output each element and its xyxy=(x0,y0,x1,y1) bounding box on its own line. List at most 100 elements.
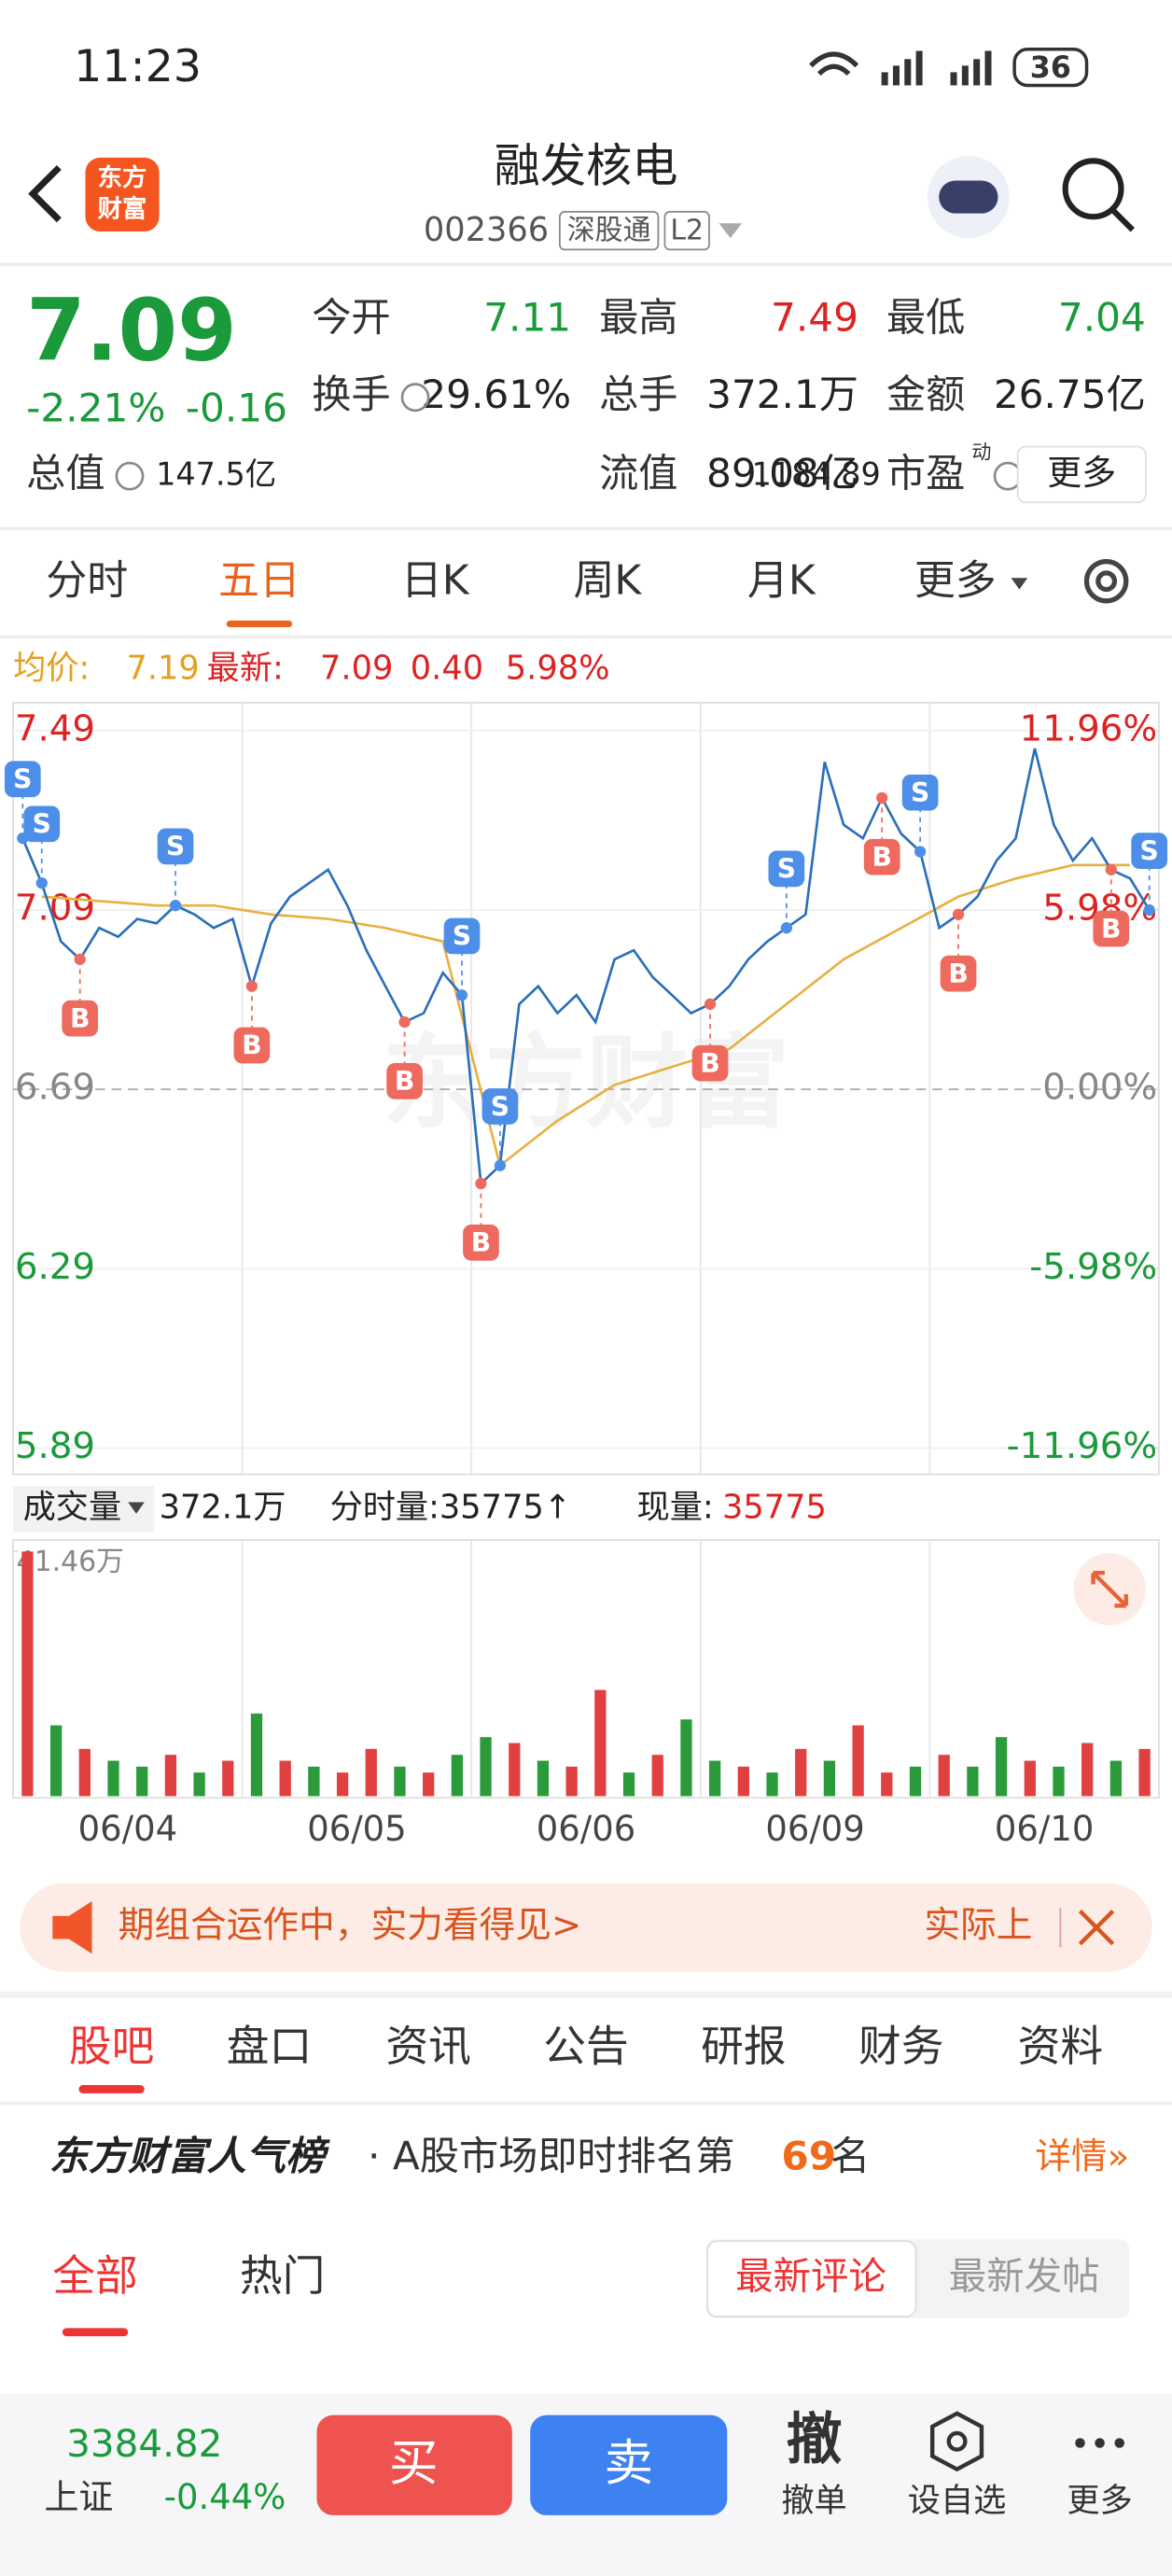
volume-select[interactable] xyxy=(13,1485,155,1533)
chart-tab[interactable]: 周K xyxy=(573,556,642,604)
volume-bar xyxy=(995,1737,1008,1797)
marker-badge xyxy=(1093,910,1130,947)
field-value: 7.11 xyxy=(483,295,571,341)
volume-bar xyxy=(651,1755,663,1797)
last-value: 7.09 xyxy=(320,650,393,688)
divider xyxy=(0,2101,1172,2106)
volume-bar xyxy=(509,1743,521,1797)
chart-tab[interactable]: 分时 xyxy=(46,556,128,604)
divider xyxy=(0,1991,1172,1998)
watch-icon[interactable] xyxy=(929,2411,984,2472)
battery-level: 36 xyxy=(1030,51,1071,85)
y-tick-label: 7.49 xyxy=(15,707,95,749)
marker-label: S xyxy=(33,809,51,840)
marker-label: B xyxy=(948,959,968,989)
section-tab[interactable]: 公告 xyxy=(543,2022,628,2071)
section-tabs: 股吧 盘口 资讯 公告 研报 财务 资料 xyxy=(69,2022,1103,2093)
tab-underline xyxy=(226,620,293,627)
logo-text: 东方 xyxy=(98,163,147,192)
volume-bar xyxy=(1024,1760,1036,1797)
marker-label: S xyxy=(777,854,796,885)
banner-close[interactable] xyxy=(1078,1910,1115,1946)
wifi-icon xyxy=(809,51,859,77)
marker-badge xyxy=(62,1000,99,1037)
volume-bar xyxy=(193,1772,205,1797)
dropdown-arrow[interactable] xyxy=(719,223,743,239)
volume-bar xyxy=(279,1760,291,1797)
change: -0.16 xyxy=(186,385,287,430)
field-value: 26.75亿 xyxy=(994,371,1146,417)
section-tab[interactable]: 研报 xyxy=(701,2022,786,2071)
field-label: 流值 xyxy=(599,451,677,497)
feed-tab[interactable]: 热门 xyxy=(240,2251,325,2301)
info-icon xyxy=(400,383,430,413)
more-label: 更多 xyxy=(1047,453,1116,493)
marker-label: B xyxy=(70,1003,90,1034)
section-tab[interactable]: 股吧 xyxy=(69,2022,154,2071)
volume-bar xyxy=(480,1737,492,1797)
chart-tab[interactable]: 五日 xyxy=(218,556,300,604)
marker-badge xyxy=(863,838,900,875)
last-change: 0.40 xyxy=(411,650,483,688)
chart-tab[interactable]: 月K xyxy=(747,556,816,604)
marker-badge xyxy=(940,955,977,992)
watch-icon-dot xyxy=(946,2430,968,2452)
avg-label: 均价: xyxy=(13,650,90,688)
stock-name: 融发核电 xyxy=(494,139,677,193)
signal-icons xyxy=(881,50,992,86)
last-label: 最新: xyxy=(207,650,284,688)
last-price: 7.09 xyxy=(26,281,237,381)
now-value: 35775 xyxy=(722,1489,827,1527)
speaker-icon xyxy=(52,1901,92,1954)
sell-button[interactable] xyxy=(530,2415,728,2515)
volume-bar xyxy=(451,1755,464,1797)
cancel-icon[interactable]: 撤 xyxy=(787,2407,843,2472)
marker-dot xyxy=(494,1159,507,1171)
section-tab[interactable]: 盘口 xyxy=(227,2022,312,2071)
buy-label: 买 xyxy=(389,2435,439,2492)
index-pct: -0.44% xyxy=(164,2477,286,2517)
volume-bar xyxy=(708,1760,721,1797)
sort-active[interactable] xyxy=(706,2240,917,2317)
marker-label: S xyxy=(1140,835,1159,866)
marker-badge xyxy=(386,1063,423,1099)
marker-dot xyxy=(74,953,86,965)
chart-tab[interactable]: 日K xyxy=(401,556,470,604)
sort-option[interactable]: 最新发帖 xyxy=(949,2254,1100,2299)
field-label: 最高 xyxy=(599,295,677,341)
more-icon[interactable] xyxy=(1075,2438,1124,2448)
volume-bar xyxy=(423,1772,435,1797)
marker-dot xyxy=(1143,903,1155,917)
marker-dot xyxy=(704,998,717,1011)
field-sup: 动 xyxy=(971,441,991,464)
marker-badge xyxy=(4,761,41,798)
avatar-face xyxy=(939,180,998,214)
banner-text: 期组合运作中，实力看得见> xyxy=(119,1905,582,1947)
section-tab[interactable]: 资讯 xyxy=(385,2022,470,2071)
marker-dot xyxy=(35,876,48,889)
volume-bar xyxy=(49,1725,63,1797)
app-logo[interactable] xyxy=(85,157,160,232)
volume-bar xyxy=(1109,1760,1123,1797)
volume-bar xyxy=(136,1766,148,1797)
rank-detail[interactable]: 详情» xyxy=(1035,2136,1129,2178)
section-tab[interactable]: 资料 xyxy=(1018,2022,1103,2071)
settings-button[interactable] xyxy=(1083,558,1129,604)
marker-dot xyxy=(455,989,468,1001)
search-button[interactable] xyxy=(1062,158,1124,220)
volume-bar xyxy=(766,1772,778,1797)
section-tab[interactable]: 财务 xyxy=(858,2022,943,2071)
chart-tabs: 分时 五日 日K 周K 月K 更多 xyxy=(46,556,997,627)
feed-tab-active[interactable]: 全部 xyxy=(52,2251,137,2301)
y-tick-label: 41.46万 xyxy=(17,1546,124,1578)
chart-tab[interactable]: 更多 xyxy=(914,556,997,604)
banner[interactable] xyxy=(20,1883,1152,1972)
rank-suffix: 名 xyxy=(830,2134,870,2179)
marker-badge xyxy=(443,917,481,955)
buy-button[interactable] xyxy=(316,2415,512,2515)
index-value: 3384.82 xyxy=(66,2421,222,2466)
back-button[interactable] xyxy=(28,164,62,223)
more-button[interactable] xyxy=(1016,445,1147,504)
divider xyxy=(0,526,1172,531)
